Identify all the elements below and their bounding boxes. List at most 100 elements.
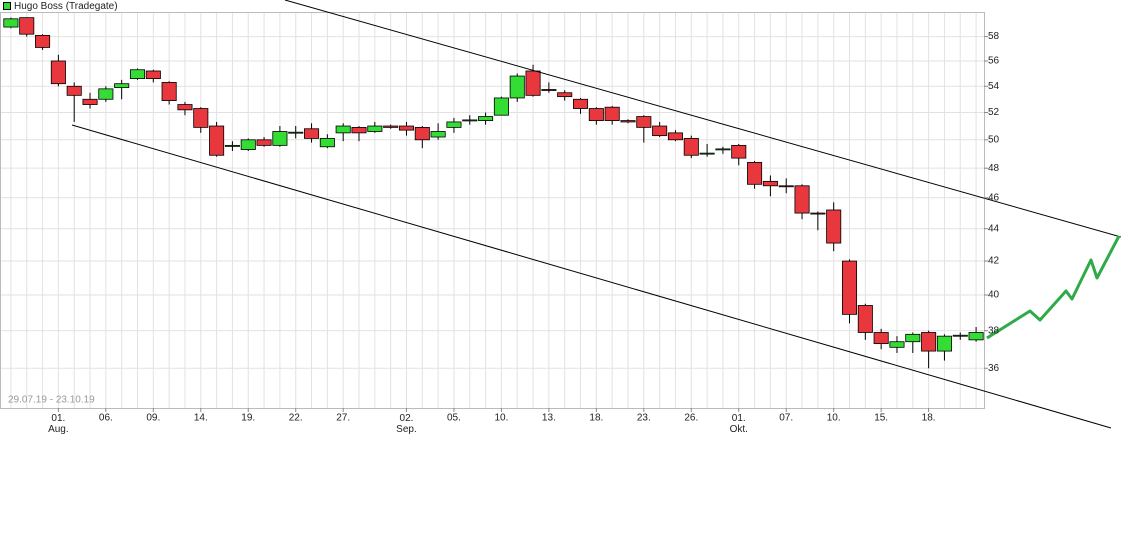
x-tick-label: 26.	[684, 413, 698, 424]
x-tick-label: 05.	[447, 413, 461, 424]
legend-swatch	[3, 2, 11, 10]
candle-body	[731, 144, 747, 159]
y-tick-label: 38	[988, 325, 1000, 336]
candle-body	[288, 131, 304, 134]
candle-body	[335, 125, 351, 134]
y-tick-label: 42	[988, 256, 1000, 267]
candle-body	[193, 108, 209, 128]
candle-body	[857, 305, 873, 333]
candle-body	[873, 332, 889, 344]
candle-body	[304, 128, 320, 139]
candle-body	[683, 138, 699, 156]
candle-body	[129, 69, 146, 79]
x-tick-label: 18.	[922, 413, 936, 424]
legend-label: Hugo Boss (Tradegate)	[14, 1, 118, 12]
y-tick-label: 54	[988, 81, 1000, 92]
x-tick-label: 14.	[194, 413, 208, 424]
candle-body	[224, 144, 240, 147]
y-tick-label: 50	[988, 134, 1000, 145]
candle-body	[478, 116, 494, 121]
candle-body	[841, 260, 858, 315]
candle-body	[209, 125, 225, 156]
candle-body	[414, 126, 430, 141]
x-tick-label: 22.	[289, 413, 303, 424]
candle-body	[19, 17, 35, 35]
candle-body	[541, 89, 557, 91]
candle-body	[161, 82, 177, 101]
candle-body	[66, 85, 82, 96]
candle-body	[636, 116, 652, 128]
y-tick-label: 36	[988, 363, 1000, 374]
candle-body	[826, 209, 842, 244]
candle-body	[620, 120, 636, 123]
candle-body	[699, 152, 715, 155]
grid	[0, 13, 984, 408]
candle-body	[98, 88, 114, 100]
candle-body	[778, 185, 794, 188]
candle-body	[272, 131, 288, 146]
candle-body	[430, 131, 446, 138]
candle-body	[240, 139, 256, 150]
candle-body	[3, 18, 19, 28]
lower-trend-line	[71, 124, 1112, 429]
candle-body	[588, 108, 604, 121]
candle-body	[145, 70, 161, 79]
candle-body	[114, 83, 130, 88]
candle-body	[398, 125, 414, 131]
candle-body	[810, 212, 826, 215]
candle-body	[509, 75, 525, 99]
candle-body	[446, 121, 462, 128]
candle-body	[177, 104, 193, 111]
candle-body	[667, 132, 683, 141]
candle-body	[968, 332, 984, 341]
x-tick-label: 01. Okt.	[730, 413, 748, 435]
y-tick-label: 40	[988, 290, 1000, 301]
x-tick-label: 23.	[637, 413, 651, 424]
y-tick-label: 48	[988, 163, 1000, 174]
x-tick-label: 07.	[779, 413, 793, 424]
upper-trend-line	[284, 0, 1121, 238]
x-tick-label: 19.	[241, 413, 255, 424]
candle-body	[82, 98, 98, 105]
y-tick-label: 56	[988, 56, 1000, 67]
x-tick-label: 13.	[542, 413, 556, 424]
candle-body	[747, 162, 763, 185]
candle-body	[35, 34, 51, 48]
candle-body	[557, 92, 573, 98]
x-tick-label: 10.	[494, 413, 508, 424]
candle-body	[762, 180, 778, 187]
candle-body	[573, 98, 589, 109]
candle-body	[952, 334, 968, 337]
candle-body	[936, 335, 952, 352]
x-tick-label: 06.	[99, 413, 113, 424]
x-tick-label: 09.	[146, 413, 160, 424]
x-tick-label: 18.	[589, 413, 603, 424]
candle-body	[525, 70, 541, 96]
y-tick-label: 52	[988, 107, 1000, 118]
candle-body	[794, 185, 810, 214]
candle-body	[921, 332, 937, 352]
y-tick-label: 58	[988, 31, 1000, 42]
forecast-arrow	[986, 235, 1121, 340]
candle-body	[50, 60, 66, 85]
y-tick-label: 44	[988, 223, 1000, 234]
x-tick-label: 15.	[874, 413, 888, 424]
y-tick-label: 46	[988, 192, 1000, 203]
candle-body	[256, 139, 272, 146]
x-tick-label: 10.	[827, 413, 841, 424]
x-tick-label: 02. Sep.	[396, 413, 417, 435]
candle-body	[604, 106, 620, 121]
candle-body	[889, 341, 905, 348]
x-tick-label: 27.	[336, 413, 350, 424]
candle-body	[652, 125, 668, 137]
candle-body	[319, 138, 335, 148]
candles	[3, 17, 984, 369]
candle-body	[462, 119, 478, 122]
x-tick-label: 01. Aug.	[48, 413, 69, 435]
date-range: 29.07.19 - 23.10.19	[8, 395, 95, 406]
candle-body	[905, 333, 921, 343]
plot-frame	[0, 12, 985, 409]
candle-body	[493, 97, 509, 116]
candle-body	[715, 148, 731, 151]
